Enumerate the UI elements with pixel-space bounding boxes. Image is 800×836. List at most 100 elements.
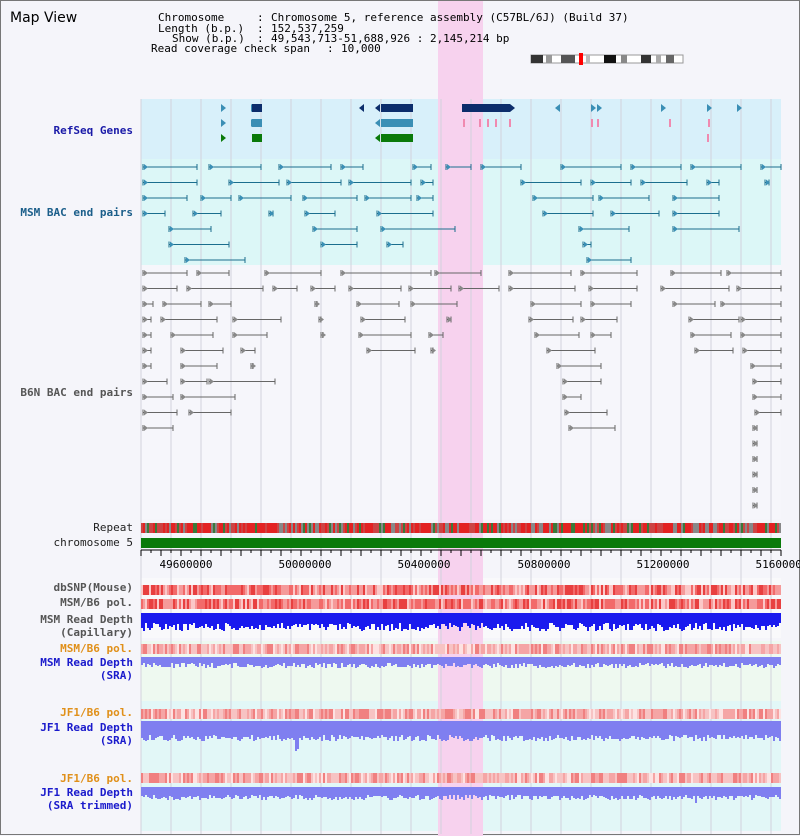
- track-label-b6n-bac[interactable]: B6N BAC end pairs: [20, 386, 133, 399]
- heat-cell: [717, 599, 719, 609]
- track-label-msm-b6-pol[interactable]: MSM/B6 pol.: [60, 596, 133, 609]
- heat-cell: [323, 585, 325, 595]
- heat-cell: [311, 773, 313, 783]
- depth-bar: [697, 787, 699, 796]
- heat-cell: [437, 644, 439, 654]
- depth-bar: [253, 657, 255, 667]
- depth-bar: [629, 657, 631, 665]
- depth-bar: [649, 657, 651, 666]
- depth-bar: [231, 787, 233, 799]
- depth-bar: [545, 657, 547, 668]
- repeat-element: [203, 523, 205, 533]
- depth-bar: [485, 787, 487, 796]
- heat-cell: [667, 644, 669, 654]
- heat-cell: [457, 644, 459, 654]
- heat-cell: [409, 585, 411, 595]
- heat-cell: [663, 773, 665, 783]
- depth-bar: [421, 613, 423, 628]
- gene-arrow: [555, 104, 560, 112]
- heat-cell: [721, 644, 723, 654]
- repeat-element: [335, 523, 337, 533]
- b6n-bac-end-marker: [530, 316, 534, 323]
- depth-bar: [657, 657, 659, 665]
- msm-bac-end-marker: [288, 179, 292, 186]
- heat-cell: [397, 585, 399, 595]
- heat-cell: [323, 599, 325, 609]
- heat-cell: [633, 585, 635, 595]
- heat-cell: [441, 709, 443, 719]
- track-label-msm-depth-capillary-1[interactable]: MSM Read Depth: [40, 613, 133, 626]
- b6n-bac-end-marker: [182, 347, 186, 354]
- heat-cell: [365, 644, 367, 654]
- depth-bar: [343, 613, 345, 627]
- msm-bac-end-marker: [692, 164, 696, 170]
- depth-bar: [649, 721, 651, 737]
- heat-cell: [199, 585, 201, 595]
- track-label-jf1-b6-pol[interactable]: JF1/B6 pol.: [60, 706, 133, 719]
- depth-bar: [605, 657, 607, 665]
- heat-cell: [595, 644, 597, 654]
- heat-cell: [351, 599, 353, 609]
- depth-bar: [325, 787, 327, 797]
- depth-bar: [653, 657, 655, 665]
- depth-bar: [681, 787, 683, 799]
- depth-bar: [629, 787, 631, 799]
- depth-bar: [625, 721, 627, 739]
- track-label-refseq[interactable]: RefSeq Genes: [53, 124, 133, 137]
- depth-bar: [727, 657, 729, 667]
- heat-cell: [529, 599, 531, 609]
- depth-bar: [375, 657, 377, 664]
- depth-bar: [423, 657, 425, 667]
- depth-bar: [643, 657, 645, 665]
- heat-cell: [247, 644, 249, 654]
- track-label-jf1-b6-pol-2[interactable]: JF1/B6 pol.: [60, 772, 133, 785]
- depth-bar: [235, 721, 237, 737]
- repeat-element: [573, 523, 575, 533]
- b6n-bac-end-marker: [754, 425, 758, 431]
- track-label-msm-bac[interactable]: MSM BAC end pairs: [20, 206, 133, 219]
- depth-bar: [433, 657, 435, 665]
- msm-bac-end-marker: [674, 210, 678, 217]
- depth-bar: [563, 657, 565, 667]
- depth-bar: [719, 657, 721, 665]
- heat-cell: [609, 585, 611, 595]
- depth-bar: [449, 657, 451, 666]
- heat-cell: [443, 773, 445, 783]
- heat-cell: [593, 773, 595, 783]
- heat-cell: [309, 585, 311, 595]
- heat-cell: [465, 644, 467, 654]
- track-label-msm-depth-sra-1[interactable]: MSM Read Depth: [40, 656, 133, 669]
- heat-cell: [271, 644, 273, 654]
- depth-bar: [389, 787, 391, 800]
- heat-cell: [659, 644, 661, 654]
- heat-cell: [319, 773, 321, 783]
- depth-bar: [179, 657, 181, 667]
- b6n-bac-end-marker: [582, 316, 586, 323]
- heat-cell: [535, 709, 537, 719]
- heat-cell: [231, 585, 233, 595]
- heat-cell: [655, 773, 657, 783]
- depth-bar: [717, 657, 719, 667]
- depth-bar: [623, 721, 625, 738]
- depth-bar: [619, 721, 621, 741]
- track-label-dbsnp[interactable]: dbSNP(Mouse): [53, 581, 133, 594]
- repeat-element: [553, 523, 555, 533]
- heat-cell: [231, 599, 233, 609]
- track-label-msm-b6-pol-2[interactable]: MSM/B6 pol.: [60, 642, 133, 655]
- depth-bar: [481, 657, 483, 668]
- heat-cell: [765, 599, 767, 609]
- depth-bar: [393, 787, 395, 798]
- track-label-jf1-depth-trimmed-1[interactable]: JF1 Read Depth: [40, 786, 133, 799]
- heat-cell: [579, 585, 581, 595]
- track-label-jf1-depth-sra-1[interactable]: JF1 Read Depth: [40, 721, 133, 734]
- depth-bar: [181, 787, 183, 797]
- depth-bar: [775, 787, 777, 795]
- depth-bar: [671, 721, 673, 736]
- depth-bar: [695, 721, 697, 735]
- heat-cell: [517, 773, 519, 783]
- depth-bar: [689, 721, 691, 737]
- depth-bar: [359, 613, 361, 629]
- heat-cell: [219, 709, 221, 719]
- heat-cell: [327, 644, 329, 654]
